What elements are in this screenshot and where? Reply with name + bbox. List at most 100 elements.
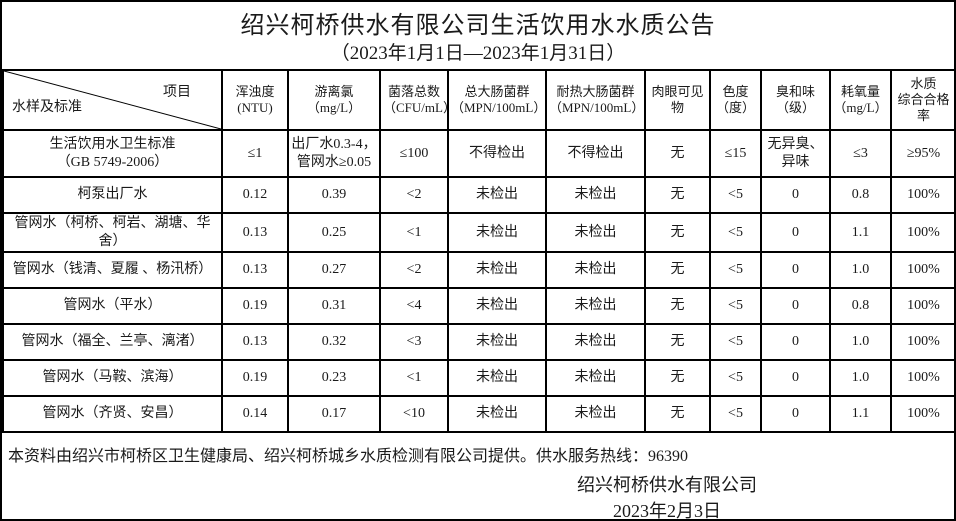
standard-value-cell: 不得检出: [545, 129, 646, 178]
value-cell: 0.8: [829, 176, 892, 214]
column-header: 耐热大肠菌群 （MPN/100mL）: [545, 69, 646, 131]
value-cell: 未检出: [447, 323, 547, 361]
value-cell: 1.1: [829, 212, 892, 253]
value-cell: 1.0: [829, 251, 892, 289]
corner-label-sample: 水样及标准: [12, 99, 82, 115]
value-cell: 0.12: [221, 176, 289, 214]
value-cell: 未检出: [545, 359, 646, 397]
value-cell: 0.14: [221, 395, 289, 433]
standard-value-cell: ≤15: [709, 129, 762, 178]
value-cell: 未检出: [545, 176, 646, 214]
table-row: 柯泵出厂水 0.12 0.39 <2 未检出 未检出无 <5 0 0.8 100%: [2, 176, 954, 214]
column-header: 总大肠菌群 （MPN/100mL）: [447, 69, 547, 131]
value-cell: <5: [709, 287, 762, 325]
diagonal-line: [4, 71, 221, 129]
corner-label-item: 项目: [163, 85, 191, 100]
value-cell: <1: [379, 212, 449, 253]
row-label: 管网水（马鞍、滨海）: [2, 359, 223, 397]
value-cell: 未检出: [447, 212, 547, 253]
table-row: 管网水（平水） 0.19 0.31 <4 未检出 未检出无 <5 0 0.8 100%: [2, 287, 954, 325]
column-header: 水质 综合合格率: [890, 69, 954, 131]
value-cell: 0.13: [221, 251, 289, 289]
column-header: 肉眼可见物: [644, 69, 711, 131]
value-cell: 未检出: [447, 395, 547, 433]
value-cell: 0: [760, 287, 831, 325]
row-label: 柯泵出厂水: [2, 176, 223, 214]
value-cell: 0: [760, 323, 831, 361]
value-cell: <5: [709, 395, 762, 433]
value-cell: 无: [644, 176, 711, 214]
company-signature: 绍兴柯桥供水有限公司: [577, 475, 757, 495]
standard-value-cell: 无: [644, 129, 711, 178]
value-cell: 无: [644, 287, 711, 325]
value-cell: 100%: [890, 395, 954, 433]
value-cell: 0.13: [221, 212, 289, 253]
value-cell: <5: [709, 176, 762, 214]
row-label: 管网水（齐贤、安昌）: [2, 395, 223, 433]
value-cell: <5: [709, 359, 762, 397]
column-header: 菌落总数（CFU/mL）: [379, 69, 449, 131]
table-row: 管网水（柯桥、柯岩、湖塘、华舍） 0.13 0.25 <1 未检出 未检出无 <5 0 1.1 1…: [2, 212, 954, 253]
page-subtitle: （2023年1月1日—2023年1月31日）: [330, 43, 626, 64]
value-cell: 1.0: [829, 359, 892, 397]
value-cell: 未检出: [447, 359, 547, 397]
value-cell: <4: [379, 287, 449, 325]
value-cell: 0.17: [287, 395, 381, 433]
value-cell: 未检出: [545, 212, 646, 253]
value-cell: 0.19: [221, 359, 289, 397]
value-cell: 无: [644, 212, 711, 253]
value-cell: 1.0: [829, 323, 892, 361]
value-cell: 0.39: [287, 176, 381, 214]
row-label: 生活饮用水卫生标准 （GB 5749-2006）: [2, 129, 223, 178]
value-cell: 0.27: [287, 251, 381, 289]
value-cell: 100%: [890, 359, 954, 397]
value-cell: 无: [644, 251, 711, 289]
value-cell: 0.25: [287, 212, 381, 253]
table-row: 管网水（钱清、夏履 、杨汛桥） 0.13 0.27 <2 未检出 未检出无 <5 0 1.0 10…: [2, 251, 954, 289]
column-header: 色度 （度）: [709, 69, 762, 131]
standard-row: 生活饮用水卫生标准 （GB 5749-2006） ≤1 出厂水0.3-4， 管网水≥0.…: [2, 129, 954, 178]
value-cell: 0: [760, 395, 831, 433]
standard-value-cell: ≤3: [829, 129, 892, 178]
value-cell: 100%: [890, 212, 954, 253]
standard-value-cell: 无异臭、 异味: [760, 129, 831, 178]
standard-value-cell: ≤100: [379, 129, 449, 178]
value-cell: 0.23: [287, 359, 381, 397]
value-cell: 未检出: [447, 251, 547, 289]
value-cell: 0: [760, 251, 831, 289]
value-cell: <5: [709, 323, 762, 361]
value-cell: <1: [379, 359, 449, 397]
standard-value-cell: 出厂水0.3-4， 管网水≥0.05: [287, 129, 381, 178]
value-cell: <5: [709, 251, 762, 289]
value-cell: 无: [644, 359, 711, 397]
signature-date: 2023年2月3日: [613, 501, 721, 521]
water-quality-table: 项目 水样及标准 浑浊度(NTU)游离氯（mg/L）菌落总数（CFU/mL）总大…: [2, 69, 954, 433]
corner-cell: 项目 水样及标准: [2, 69, 223, 131]
signature-block: 绍兴柯桥供水有限公司 2023年2月3日: [517, 472, 817, 521]
value-cell: 100%: [890, 323, 954, 361]
row-label: 管网水（福全、兰亭、漓渚）: [2, 323, 223, 361]
value-cell: 未检出: [545, 323, 646, 361]
column-header: 耗氧量 （mg/L）: [829, 69, 892, 131]
page-title: 绍兴柯桥供水有限公司生活饮用水水质公告: [240, 13, 716, 39]
value-cell: 0.13: [221, 323, 289, 361]
standard-value-cell: ≤1: [221, 129, 289, 178]
value-cell: <5: [709, 212, 762, 253]
value-cell: 0: [760, 212, 831, 253]
column-header: 臭和味 （级）: [760, 69, 831, 131]
value-cell: 0.8: [829, 287, 892, 325]
value-cell: 1.1: [829, 395, 892, 433]
value-cell: 未检出: [447, 176, 547, 214]
value-cell: 未检出: [545, 251, 646, 289]
value-cell: 无: [644, 323, 711, 361]
row-label: 管网水（柯桥、柯岩、湖塘、华舍）: [2, 212, 223, 253]
column-header: 浑浊度 (NTU): [221, 69, 289, 131]
standard-value-cell: 不得检出: [447, 129, 547, 178]
table-row: 管网水（齐贤、安昌） 0.14 0.17 <10 未检出 未检出无 <5 0 1.1 100%: [2, 395, 954, 433]
table-header-row: 项目 水样及标准 浑浊度(NTU)游离氯（mg/L）菌落总数（CFU/mL）总大…: [2, 69, 954, 131]
value-cell: 0.31: [287, 287, 381, 325]
value-cell: 100%: [890, 251, 954, 289]
value-cell: 0.32: [287, 323, 381, 361]
value-cell: <10: [379, 395, 449, 433]
